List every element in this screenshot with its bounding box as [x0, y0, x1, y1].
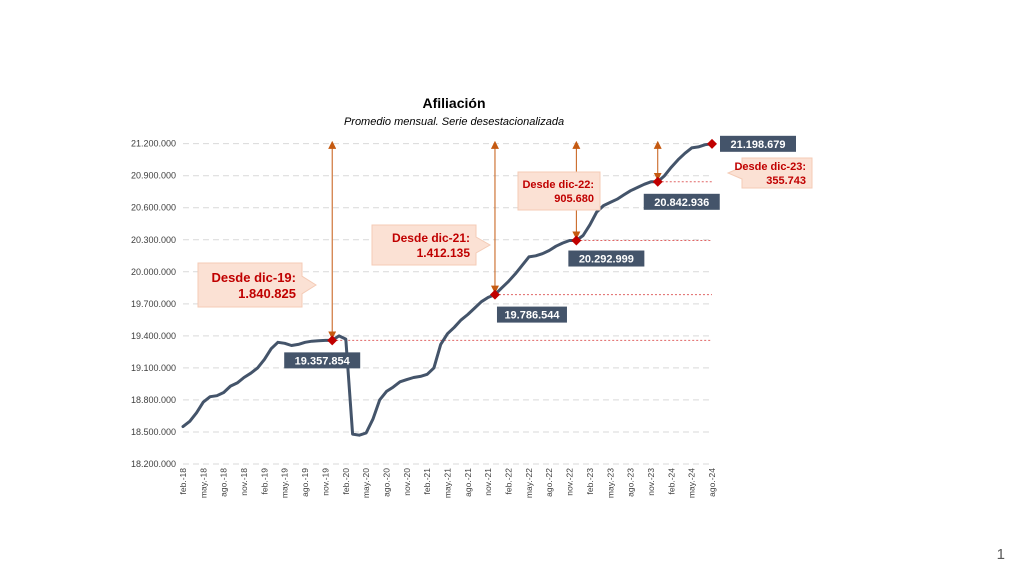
callout-title: Desde dic-23:: [734, 161, 806, 173]
y-tick-label: 18.800.000: [131, 395, 176, 405]
gridlines: [183, 143, 712, 465]
callout-value: 905.680: [554, 193, 594, 205]
x-tick-label: may.-20: [361, 468, 371, 498]
y-axis: 18.200.000 18.500.000 18.800.000 19.100.000…: [131, 139, 176, 469]
x-tick-label: ago.-24: [707, 468, 717, 497]
y-tick-label: 20.000.000: [131, 267, 176, 277]
chart-subtitle: Promedio mensual. Serie desestacionaliza…: [344, 116, 564, 128]
callout-value: 1.412.135: [417, 246, 471, 260]
y-tick-label: 19.400.000: [131, 331, 176, 341]
callout-value: 355.743: [766, 175, 806, 187]
y-tick-label: 20.300.000: [131, 235, 176, 245]
x-tick-label: nov.-22: [565, 468, 575, 496]
value-label: 20.292.999: [579, 254, 634, 266]
x-tick-label: ago.-18: [219, 468, 229, 497]
callout-title: Desde dic-21:: [392, 231, 470, 245]
highlight-marker: [489, 289, 500, 300]
value-label-box: [284, 352, 361, 369]
x-tick-label: ago.-19: [300, 468, 310, 497]
x-tick-label: may.-23: [605, 468, 615, 498]
x-tick-label: feb.-23: [585, 468, 595, 495]
x-tick-label: ago.-21: [463, 468, 473, 497]
value-label-box: [643, 193, 720, 210]
reference-lines: [332, 181, 712, 341]
highlight-marker: [652, 176, 663, 187]
value-label: 20.842.936: [654, 197, 709, 209]
y-tick-label: 21.200.000: [131, 139, 176, 149]
y-tick-label: 19.100.000: [131, 363, 176, 373]
x-tick-label: may.-18: [198, 468, 208, 498]
x-tick-label: nov.-21: [483, 468, 493, 496]
highlight-marker: [571, 235, 582, 246]
callout-title: Desde dic-19:: [211, 270, 296, 285]
value-label: 19.786.544: [504, 310, 560, 322]
page-number: 1: [996, 546, 1005, 563]
x-tick-label: may.-22: [524, 468, 534, 498]
x-tick-label: feb.-24: [666, 468, 676, 495]
callout-title: Desde dic-22:: [522, 179, 594, 191]
callout-value: 1.840.825: [238, 286, 296, 301]
x-tick-label: ago.-23: [626, 468, 636, 497]
x-tick-label: nov.-19: [320, 468, 330, 496]
x-tick-label: feb.-22: [504, 468, 514, 495]
chart-title: Afiliación: [422, 95, 485, 111]
x-axis: feb.-18 may.-18 ago.-18 nov.-18 feb.-19 may.-…: [178, 468, 717, 498]
callout-box: [726, 157, 813, 189]
y-tick-label: 20.600.000: [131, 203, 176, 213]
x-tick-label: may.-19: [280, 468, 290, 498]
x-tick-label: may.-24: [687, 468, 697, 498]
x-tick-label: ago.-20: [381, 468, 391, 497]
value-label-box: [568, 250, 645, 267]
callouts: Desde dic-19:1.840.825 Desde dic-21:1.412…: [197, 157, 813, 308]
value-label-box: [720, 135, 796, 152]
highlight-marker: [707, 138, 717, 149]
x-tick-label: nov.-20: [402, 468, 412, 496]
value-labels: 19.357.854 19.786.544 20.292.999 20.842.936…: [284, 135, 796, 369]
highlight-marker: [327, 335, 338, 346]
value-label: 21.198.679: [730, 139, 785, 151]
x-tick-label: feb.-21: [422, 468, 432, 495]
x-tick-label: feb.-20: [341, 468, 351, 495]
series-line: [181, 142, 714, 437]
x-tick-label: ago.-22: [544, 468, 554, 497]
highlight-markers: [327, 138, 717, 346]
value-label: 19.357.854: [295, 355, 351, 367]
x-tick-label: nov.-18: [239, 468, 249, 496]
callout-box: [371, 224, 492, 266]
callout-box: [517, 171, 601, 211]
series-line-layer: [181, 142, 714, 437]
value-label-box: [496, 306, 567, 323]
y-tick-label: 18.500.000: [131, 427, 176, 437]
y-tick-label: 19.700.000: [131, 299, 176, 309]
x-tick-label: nov.-23: [646, 468, 656, 496]
y-tick-label: 18.200.000: [131, 459, 176, 469]
x-tick-label: may.-21: [443, 468, 453, 498]
x-tick-label: feb.-18: [178, 468, 188, 495]
y-tick-label: 20.900.000: [131, 171, 176, 181]
x-tick-label: feb.-19: [259, 468, 269, 495]
callout-box: [197, 262, 317, 308]
